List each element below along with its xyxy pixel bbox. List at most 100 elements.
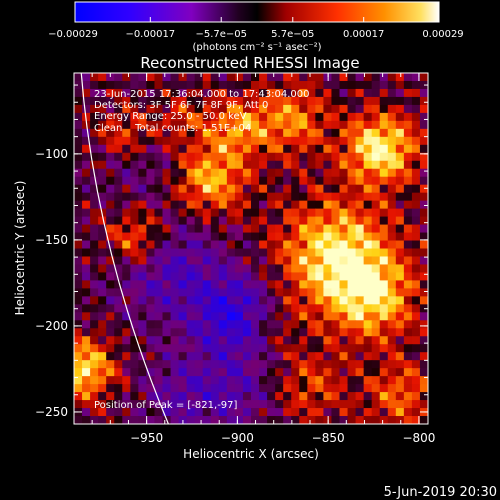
heatmap-cell [283,248,292,258]
heatmap-cell [323,144,333,154]
heatmap-cell [419,120,428,130]
heatmap-cell [146,336,156,345]
heatmap-cell [210,312,220,321]
heatmap-cell [419,304,428,313]
heatmap-cell [339,144,349,154]
heatmap-cell [74,304,83,313]
heatmap-cell [90,80,99,90]
heatmap-cell [331,104,341,114]
heatmap-cell [146,280,156,289]
heatmap-cell [106,360,115,369]
heatmap-cell [259,304,268,313]
heatmap-cell [226,160,236,170]
heatmap-cell [138,160,148,170]
heatmap-cell [363,128,373,138]
heatmap-cell [226,176,236,186]
heatmap-cell [331,304,341,313]
heatmap-cell [275,96,284,106]
heatmap-cell [419,392,428,401]
heatmap-cell [82,232,91,242]
heatmap-cell [299,272,308,282]
heatmap-cell [347,360,357,369]
heatmap-cell [299,248,308,258]
heatmap-cell [299,384,308,393]
heatmap-cell [114,240,123,250]
heatmap-cell [339,208,349,218]
heatmap-cell [218,112,228,122]
colorbar: −0.00029 −0.00017 −5.7e−05 5.7e−05 0.00017 0.… [48,1,464,53]
heatmap-cell [210,240,220,250]
heatmap-cell [202,352,212,361]
heatmap-cell [82,88,91,98]
heatmap-cell [74,328,83,337]
heatmap-cell [251,296,260,305]
heatmap-cell [194,400,204,409]
heatmap-cell [226,376,236,385]
heatmap-cell [411,312,421,321]
heatmap-cell [114,408,123,417]
heatmap-cell [194,192,204,202]
heatmap-cell [275,80,284,90]
heatmap-cell [331,416,341,424]
heatmap-cell [379,80,389,90]
heatmap-cell [178,88,188,98]
heatmap-cell [323,192,333,202]
heatmap-cell [82,384,91,393]
heatmap-cell [82,216,91,226]
x-tick-label: −900 [221,431,254,445]
heatmap-cell [323,96,333,106]
heatmap-cell [234,88,244,98]
heatmap-cell [363,376,373,385]
heatmap-cell [162,320,172,329]
heatmap-cell [122,112,131,122]
heatmap-cell [186,232,196,242]
heatmap-cell [395,208,405,218]
heatmap-cell [210,216,220,226]
heatmap-cell [210,128,220,138]
heatmap-cell [315,304,325,313]
heatmap-cell [146,288,156,297]
heatmap-cell [275,160,284,170]
heatmap-cell [315,336,325,345]
heatmap-cell [419,288,428,297]
heatmap-cell [226,264,236,274]
heatmap-cell [259,80,268,90]
heatmap-cell [122,344,131,353]
heatmap-cell [291,248,300,258]
heatmap-cell [379,296,389,305]
heatmap-cell [218,80,228,90]
heatmap-cell [74,112,83,122]
heatmap-cell [74,368,83,377]
heatmap-cell [275,288,284,297]
heatmap-cell [267,264,276,274]
heatmap-cell [363,272,373,282]
heatmap-cell [242,368,252,377]
heatmap-cell [186,200,196,210]
heatmap-cell [186,184,196,194]
heatmap-cell [82,104,91,114]
heatmap-cell [419,344,428,353]
x-axis: −950 −900 −850 −800 [91,73,435,445]
heatmap-cell [323,120,333,130]
heatmap-cell [82,360,91,369]
heatmap-cell [146,344,156,353]
heatmap-cell [178,400,188,409]
heatmap-cell [283,288,292,297]
heatmap-cell [162,352,172,361]
heatmap-cell [170,392,180,401]
heatmap-cell [226,280,236,289]
heatmap-cell [339,73,349,82]
heatmap-cell [339,368,349,377]
heatmap-cell [138,288,148,297]
heatmap-cell [186,112,196,122]
heatmap-cell [122,96,131,106]
heatmap-cell [202,320,212,329]
heatmap-cell [251,128,260,138]
heatmap-cell [331,73,341,82]
heatmap-cell [106,304,115,313]
heatmap-cell [267,184,276,194]
heatmap-cell [331,184,341,194]
heatmap-cell [363,216,373,226]
heatmap-cell [251,176,260,186]
heatmap-cell [291,168,300,178]
